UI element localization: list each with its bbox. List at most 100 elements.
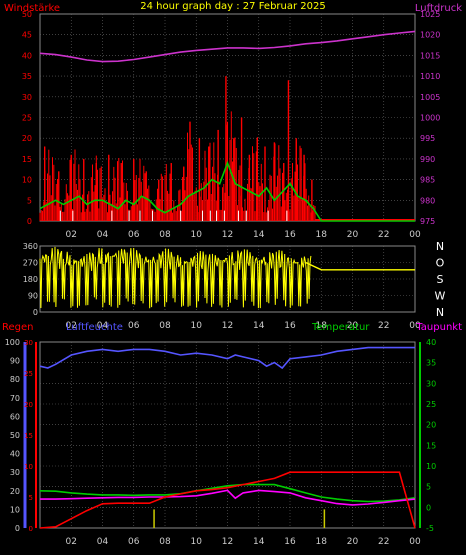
direction-compass-tick: N — [436, 240, 444, 253]
temperature-y-tick: 40 — [426, 338, 436, 347]
direction-compass-tick: W — [435, 290, 446, 303]
wind-avg-line — [39, 160, 415, 222]
wind-y-tick: 30 — [22, 93, 32, 102]
humidity-y-tick: 20 — [10, 487, 20, 496]
climate-panel-x-tick: 02 — [66, 537, 77, 547]
wind-y-tick: 10 — [22, 176, 32, 185]
temperature-y-tick: 0 — [426, 503, 431, 512]
climate-panel-x-tick: 12 — [222, 537, 233, 547]
wind-panel-x-tick: 16 — [284, 230, 296, 240]
direction-panel-x-tick: 14 — [253, 321, 265, 331]
pressure-y-tick: 980 — [420, 196, 435, 205]
pressure-y-tick: 1015 — [420, 51, 440, 60]
wind-panel-x-tick: 12 — [222, 230, 233, 240]
climate-panel-x-tick: 16 — [284, 537, 296, 547]
direction-y-tick: 90 — [28, 292, 38, 301]
temperature-y-tick: 20 — [426, 421, 436, 430]
direction-compass-tick: N — [436, 306, 444, 319]
pressure-y-tick: 975 — [420, 217, 435, 226]
wind-y-tick: 45 — [22, 31, 32, 40]
temperature-y-tick: 5 — [426, 483, 431, 492]
wind-panel-x-tick: 04 — [97, 230, 109, 240]
pressure-y-tick: 995 — [420, 134, 435, 143]
direction-panel-x-tick: 00 — [409, 321, 421, 331]
humidity-line — [39, 346, 415, 370]
page-title: 24 hour graph day : 27 Februar 2025 — [140, 1, 325, 12]
direction-panel-x-tick: 02 — [66, 321, 77, 331]
climate-panel-grid — [40, 342, 415, 528]
climate-panel-x-tick: 06 — [128, 537, 140, 547]
rain-y-tick: 25 — [24, 370, 33, 378]
direction-panel-x-tick: 18 — [316, 321, 328, 331]
humidity-y-tick: 50 — [10, 431, 20, 440]
direction-y-tick: 0 — [33, 308, 38, 317]
climate-panel-x-tick: 22 — [378, 537, 389, 547]
direction-panel-x-tick: 08 — [159, 321, 171, 331]
humidity-y-tick: 10 — [10, 505, 20, 514]
climate-panel-x-tick: 04 — [97, 537, 109, 547]
wind-y-tick: 35 — [22, 72, 32, 81]
pressure-line — [39, 30, 416, 63]
wind-y-tick: 0 — [27, 217, 32, 226]
wind-panel-x-tick: 06 — [128, 230, 140, 240]
direction-compass-tick: O — [436, 257, 445, 270]
rain-y-tick: 5 — [29, 494, 33, 502]
temperature-y-tick: 10 — [426, 462, 436, 471]
climate-panel-x-tick: 18 — [316, 537, 328, 547]
wind-min-bars — [59, 210, 288, 221]
direction-y-tick: 360 — [23, 242, 38, 251]
wind-y-tick: 5 — [27, 196, 32, 205]
humidity-y-tick: 30 — [10, 468, 20, 477]
direction-panel-x-tick: 20 — [347, 321, 359, 331]
climate-panel-x-tick: 08 — [159, 537, 171, 547]
wind-panel-x-tick: 10 — [191, 230, 203, 240]
pressure-y-tick: 1000 — [420, 114, 440, 123]
humidity-y-tick: 60 — [10, 412, 20, 421]
temperature-y-tick: 25 — [426, 400, 436, 409]
pressure-y-tick: 985 — [420, 176, 435, 185]
humidity-y-tick: 90 — [10, 357, 20, 366]
temperature-line — [39, 483, 416, 503]
direction-line — [39, 246, 312, 309]
dewpoint-axis-label: Taupunkt — [415, 322, 462, 333]
wind-y-tick: 20 — [22, 134, 32, 143]
direction-panel-x-tick: 06 — [128, 321, 140, 331]
direction-tail-line — [305, 261, 415, 271]
pressure-y-tick: 1025 — [420, 10, 440, 19]
rain-y-tick: 20 — [24, 401, 33, 409]
wind-axis-label: Windstärke — [4, 3, 60, 14]
rain-y-tick: 0 — [29, 525, 33, 533]
climate-panel-x-tick: 20 — [347, 537, 359, 547]
wind-panel-x-tick: 08 — [159, 230, 171, 240]
rain-y-tick: 30 — [24, 339, 33, 347]
wind-panel-x-tick: 02 — [66, 230, 77, 240]
wind-panel-grid — [40, 14, 415, 221]
direction-panel-x-tick: 10 — [191, 321, 203, 331]
pressure-y-tick: 1005 — [420, 93, 440, 102]
direction-panel-x-tick: 04 — [97, 321, 109, 331]
climate-panel-x-tick: 10 — [191, 537, 203, 547]
humidity-y-tick: 0 — [15, 524, 20, 533]
temperature-axis-label: Temperatur — [311, 322, 370, 333]
wind-panel-x-tick: 22 — [378, 230, 389, 240]
rain-y-tick: 15 — [24, 432, 33, 440]
dewpoint-line — [40, 489, 416, 506]
climate-panel-x-tick: 00 — [409, 537, 421, 547]
direction-panel-x-tick: 22 — [378, 321, 389, 331]
direction-panel-x-tick: 16 — [284, 321, 296, 331]
humidity-y-tick: 80 — [10, 375, 20, 384]
wind-panel-x-tick: 20 — [347, 230, 359, 240]
temperature-y-tick: 15 — [426, 441, 436, 450]
rain-y-tick: 10 — [24, 463, 33, 471]
direction-compass-tick: S — [437, 273, 444, 286]
wind-panel-x-tick: 14 — [253, 230, 265, 240]
rain-axis-label: Regen — [2, 322, 34, 333]
wind-y-tick: 15 — [22, 155, 32, 164]
humidity-y-tick: 40 — [10, 450, 20, 459]
climate-panel-x-tick: 14 — [253, 537, 265, 547]
pressure-y-tick: 990 — [420, 155, 435, 164]
wind-panel-x-tick: 18 — [316, 230, 328, 240]
pressure-y-tick: 1020 — [420, 31, 440, 40]
humidity-y-tick: 70 — [10, 394, 20, 403]
